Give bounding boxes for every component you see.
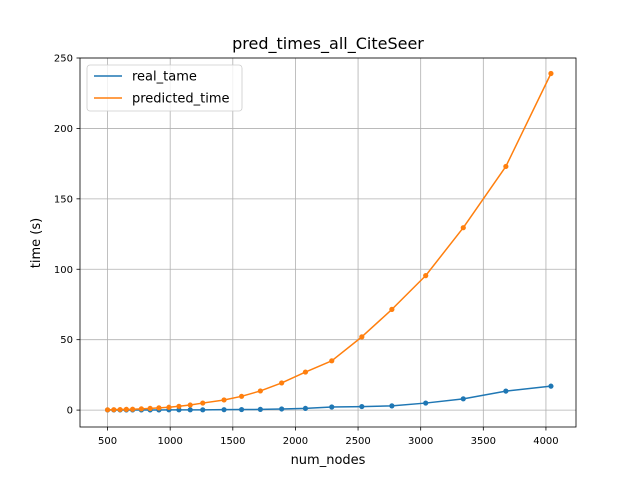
- series-predicted_time: [104, 70, 554, 413]
- data-point: [302, 369, 309, 375]
- data-point: [460, 396, 466, 402]
- data-point: [548, 383, 554, 389]
- data-point: [238, 393, 245, 399]
- data-point: [117, 406, 123, 413]
- data-point: [166, 404, 172, 410]
- data-point: [176, 403, 182, 409]
- data-point: [238, 406, 245, 413]
- legend-label: predicted_time: [132, 92, 230, 107]
- x-tick-label: 500: [98, 436, 117, 447]
- x-tick-label: 3500: [471, 436, 496, 447]
- data-point: [221, 407, 227, 413]
- x-tick-label: 3000: [408, 436, 433, 447]
- data-point: [423, 400, 429, 406]
- data-point: [123, 406, 129, 412]
- data-point: [187, 402, 193, 408]
- legend-label: real_tame: [132, 70, 197, 85]
- x-axis-label: num_nodes: [291, 453, 366, 468]
- chart-title: pred_times_all_CiteSeer: [232, 34, 424, 54]
- data-point: [359, 403, 365, 410]
- data-point: [257, 406, 263, 412]
- y-tick-label: 100: [54, 265, 73, 276]
- data-point: [389, 403, 395, 409]
- legend: real_tame predicted_time: [86, 64, 243, 112]
- data-point: [279, 406, 285, 412]
- data-point: [104, 407, 111, 413]
- data-point: [329, 404, 335, 410]
- x-tick-label: 1500: [220, 436, 245, 447]
- plot-frame: [79, 57, 577, 428]
- data-point: [423, 273, 429, 279]
- data-point: [187, 407, 193, 413]
- data-point: [257, 388, 263, 394]
- data-point: [548, 70, 554, 77]
- data-point: [460, 225, 466, 231]
- data-point: [138, 406, 144, 412]
- data-point: [111, 407, 117, 413]
- y-tick-label: 0: [67, 406, 73, 417]
- data-point: [130, 406, 136, 412]
- data-point: [147, 405, 153, 412]
- y-tick-label: 50: [60, 335, 73, 346]
- data-point: [279, 380, 285, 386]
- x-tick-label: 1000: [157, 436, 182, 447]
- data-point: [359, 334, 365, 340]
- y-axis-label: time (s): [29, 218, 44, 268]
- data-point: [221, 397, 227, 403]
- series-layer: [104, 70, 554, 413]
- data-point: [156, 405, 162, 411]
- data-point: [503, 163, 509, 170]
- y-tick-label: 200: [54, 124, 73, 135]
- data-point: [200, 400, 206, 406]
- ticks: 500 1000 1500 2000 2500 3000 3500 4000 0 50 100 150…: [54, 54, 559, 448]
- x-tick-label: 2500: [345, 436, 370, 447]
- x-tick-label: 4000: [533, 436, 558, 447]
- data-point: [503, 388, 509, 394]
- x-tick-label: 2000: [283, 436, 308, 447]
- data-point: [389, 306, 395, 312]
- data-point: [302, 405, 309, 412]
- data-point: [200, 407, 206, 413]
- y-tick-label: 150: [54, 194, 73, 205]
- legend-box: [86, 64, 243, 112]
- y-tick-label: 250: [54, 54, 73, 65]
- data-point: [329, 358, 335, 364]
